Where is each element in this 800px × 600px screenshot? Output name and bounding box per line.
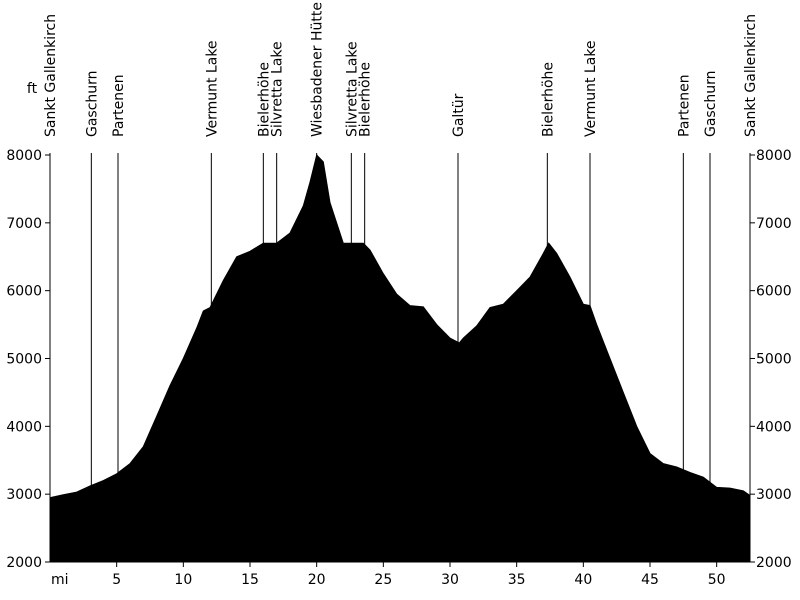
y-tick-label-right: 5000 xyxy=(756,352,792,368)
waypoint-label: Sankt Gallenkirch xyxy=(43,14,59,137)
y-tick-label-left: 5000 xyxy=(6,352,42,368)
x-tick-label: 35 xyxy=(508,572,526,588)
x-tick-label: 15 xyxy=(241,572,259,588)
y-tick-label-left: 8000 xyxy=(6,148,42,164)
y-tick-label-right: 3000 xyxy=(756,487,792,503)
waypoint-label: Partenen xyxy=(676,74,692,137)
waypoint-label: Gaschurn xyxy=(703,70,719,137)
y-tick-label-left: 6000 xyxy=(6,284,42,300)
waypoint-label: Silvretta Lake xyxy=(344,41,360,137)
waypoint-label: Bielerhöhe xyxy=(358,62,374,137)
y-tick-label-right: 6000 xyxy=(756,284,792,300)
y-axis-label: ft xyxy=(27,81,38,97)
x-tick-label: 5 xyxy=(112,572,121,588)
waypoint-label: Silvretta Lake xyxy=(270,41,286,137)
waypoint-label: Bielerhöhe xyxy=(256,62,272,137)
x-tick-label: 40 xyxy=(574,572,592,588)
x-tick-label: 30 xyxy=(441,572,459,588)
x-tick-label: 25 xyxy=(374,572,392,588)
elevation-area xyxy=(49,154,751,563)
waypoint-label: Vermunt Lake xyxy=(204,40,220,137)
area-layer xyxy=(49,154,751,563)
waypoint-label: Bielerhöhe xyxy=(540,62,556,137)
y-tick-label-left: 7000 xyxy=(6,216,42,232)
x-tick-label: 20 xyxy=(308,572,326,588)
y-tick-label-right: 7000 xyxy=(756,216,792,232)
waypoint-label: Partenen xyxy=(111,74,127,137)
x-tick-label: 10 xyxy=(174,572,192,588)
y-tick-label-left: 4000 xyxy=(6,419,42,435)
waypoint-label: Gaschurn xyxy=(84,70,100,137)
waypoint-label: Vermunt Lake xyxy=(583,40,599,137)
y-tick-label-right: 8000 xyxy=(756,148,792,164)
y-tick-label-left: 3000 xyxy=(6,487,42,503)
y-tick-label-right: 4000 xyxy=(756,419,792,435)
x-axis-label: mi xyxy=(51,572,69,588)
x-tick-label: 50 xyxy=(708,572,726,588)
axis-layer: 2000 2000 3000 3000 4000 4000 5000 5000 6000 6000… xyxy=(6,148,791,588)
y-tick-label-left: 2000 xyxy=(6,555,42,571)
waypoint-label: Wiesbadener Hütte xyxy=(310,2,326,137)
y-tick-label-right: 2000 xyxy=(756,555,792,571)
waypoint-label: Sankt Gallenkirch xyxy=(743,14,759,137)
waypoint-label: Galtür xyxy=(451,93,467,137)
x-tick-label: 45 xyxy=(641,572,659,588)
